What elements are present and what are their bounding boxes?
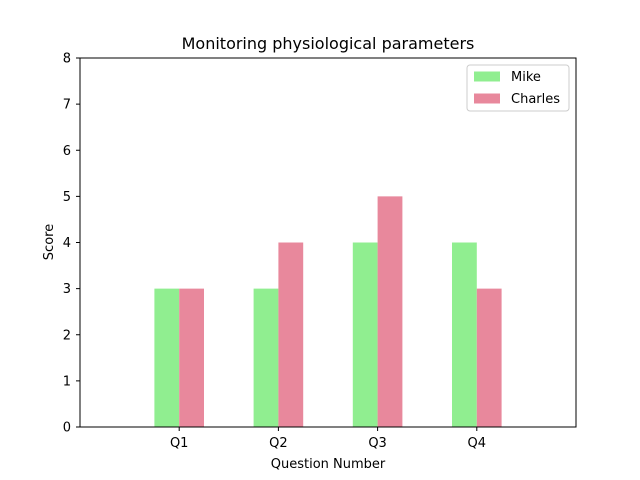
legend-label-mike: Mike — [511, 70, 541, 85]
legend: Mike Charles — [466, 64, 570, 112]
y-tick-label: 3 — [63, 282, 71, 297]
y-tick-label: 0 — [63, 421, 71, 436]
bar-charles-q2 — [278, 242, 304, 427]
x-tick-label: Q2 — [269, 436, 288, 451]
y-tick-label: 7 — [63, 98, 71, 113]
x-tick-label: Q4 — [468, 436, 487, 451]
bar-mike-q4 — [452, 242, 477, 427]
plot-area: 0 1 2 3 4 5 6 7 8 Q1 Q2 Q3 Q4 — [63, 52, 577, 451]
y-tick-label: 2 — [63, 328, 71, 343]
bar-mike-q1 — [154, 288, 180, 427]
bar-mike-q2 — [253, 288, 279, 427]
y-tick-label: 8 — [63, 52, 71, 67]
x-axis-label: Question Number — [271, 457, 386, 472]
y-tick-label: 5 — [63, 190, 71, 205]
x-tick-label: Q3 — [368, 436, 387, 451]
bar-charles-q4 — [476, 288, 502, 427]
chart-title: Monitoring physiological parameters — [182, 34, 475, 53]
bar-charles-q3 — [377, 196, 403, 427]
bar-mike-q3 — [352, 242, 378, 427]
x-tick-label: Q1 — [170, 436, 189, 451]
y-tick-label: 4 — [63, 236, 71, 251]
y-tick-label: 6 — [63, 144, 71, 159]
y-tick-label: 1 — [63, 374, 71, 389]
legend-label-charles: Charles — [511, 92, 560, 107]
legend-swatch-charles — [474, 93, 500, 104]
y-axis-label: Score — [42, 224, 57, 260]
legend-swatch-mike — [474, 71, 500, 82]
bar-charles-q1 — [179, 288, 204, 427]
